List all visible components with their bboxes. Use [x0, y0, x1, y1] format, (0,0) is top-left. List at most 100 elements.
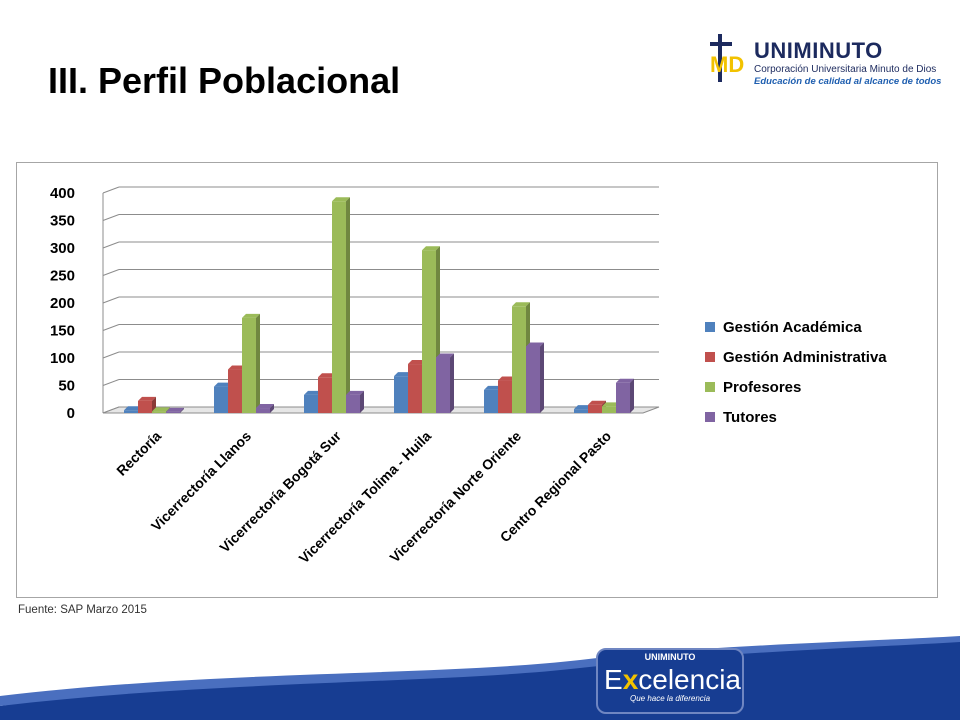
- bar: [602, 406, 616, 413]
- source-note: Fuente: SAP Marzo 2015: [18, 604, 147, 616]
- bar-top: [152, 407, 170, 412]
- y-tick-label: 250: [50, 268, 75, 285]
- bar-top: [138, 396, 156, 401]
- legend-label: Gestión Administrativa: [723, 349, 887, 366]
- bar: [498, 380, 512, 413]
- bar-top: [436, 353, 454, 358]
- y-tick-label: 0: [67, 405, 75, 422]
- legend-label: Gestión Académica: [723, 319, 862, 336]
- bar-top: [574, 405, 592, 410]
- bar: [332, 201, 346, 413]
- bar: [408, 364, 422, 413]
- badge-tagline: Que hace la diferencia: [629, 694, 711, 703]
- bar-side: [540, 342, 544, 413]
- uniminuto-logo: MD UNIMINUTO Corporación Universitaria M…: [708, 32, 942, 90]
- y-tick-label: 50: [58, 378, 75, 395]
- bar: [152, 411, 166, 413]
- bar-top: [124, 406, 142, 411]
- bar: [256, 408, 270, 413]
- y-tick-label: 200: [50, 295, 75, 312]
- bar: [436, 357, 450, 413]
- md-logo-mark: MD: [710, 34, 744, 82]
- bar-top: [422, 246, 440, 251]
- bar-side: [360, 390, 364, 413]
- slide-title: III. Perfil Poblacional: [48, 60, 401, 101]
- logo-brand: UNIMINUTO: [754, 38, 883, 63]
- gridline-side: [102, 186, 120, 194]
- badge-accent-x: x: [622, 664, 639, 695]
- bar-top: [304, 390, 322, 395]
- bar-side: [180, 407, 184, 413]
- md-mark-text: MD: [710, 52, 744, 77]
- bar: [138, 400, 152, 413]
- logo-subtitle: Corporación Universitaria Minuto de Dios: [754, 64, 937, 75]
- legend-swatch: [705, 322, 715, 332]
- bar-top: [394, 372, 412, 377]
- chart-frame: 0 50 100 150 200 250 300 350 400 Rectoría Vicerrec…: [16, 162, 938, 598]
- bar-top: [526, 342, 544, 347]
- bar-top: [256, 404, 274, 409]
- bar-top: [166, 407, 184, 412]
- legend-label: Tutores: [723, 409, 777, 426]
- gridline-side: [102, 269, 120, 276]
- bar: [228, 369, 242, 413]
- bar-side: [256, 313, 260, 413]
- bar-top: [214, 382, 232, 387]
- bar: [124, 410, 138, 413]
- bar-top: [242, 313, 260, 318]
- gridline-side: [102, 351, 120, 359]
- logo-tagline: Educación de calidad al alcance de todos: [754, 76, 942, 87]
- bar-side: [450, 353, 454, 413]
- excelencia-badge: UNIMINUTO Excelencia Que hace la diferen…: [596, 648, 744, 714]
- legend-swatch: [705, 382, 715, 392]
- bar: [214, 386, 228, 413]
- bar: [616, 382, 630, 413]
- bar: [512, 306, 526, 413]
- y-tick-label: 400: [50, 185, 75, 202]
- bar: [574, 409, 588, 413]
- bar: [588, 404, 602, 413]
- bar: [166, 411, 180, 413]
- bar-side: [630, 378, 634, 413]
- y-tick-label: 300: [50, 240, 75, 257]
- bar-top: [228, 365, 246, 370]
- bar: [318, 377, 332, 413]
- bar-top: [332, 197, 350, 202]
- gridline-side: [102, 379, 120, 386]
- badge-top-text: UNIMINUTO: [644, 652, 696, 662]
- bar: [304, 394, 318, 413]
- gridline-side: [102, 296, 120, 304]
- legend-label: Profesores: [723, 379, 801, 396]
- bar: [346, 394, 360, 413]
- bar-top: [498, 376, 516, 381]
- bar-side: [346, 197, 350, 413]
- bar: [526, 346, 540, 413]
- population-chart: 0 50 100 150 200 250 300 350 400 RectoríaVicerrec…: [50, 185, 887, 566]
- bar-top: [346, 390, 364, 395]
- gridline-side: [102, 324, 120, 331]
- bar: [394, 376, 408, 413]
- y-tick-label: 150: [50, 323, 75, 340]
- bar: [242, 317, 256, 413]
- bar-top: [408, 360, 426, 365]
- y-tick-label: 350: [50, 213, 75, 230]
- bar-top: [484, 385, 502, 390]
- bar-top: [588, 400, 606, 405]
- x-category-label: Rectoría: [113, 428, 164, 479]
- bar-top: [512, 302, 530, 307]
- footer-wave: [0, 636, 960, 720]
- legend-swatch: [705, 352, 715, 362]
- badge-wordmark: Excelencia: [604, 664, 741, 696]
- bar: [484, 389, 498, 413]
- gridline-side: [102, 241, 120, 249]
- bar-top: [318, 373, 336, 378]
- legend-swatch: [705, 412, 715, 422]
- badge-letter-e: E: [604, 664, 623, 695]
- bar: [422, 250, 436, 413]
- badge-word-rest: celencia: [638, 664, 741, 695]
- bar-top: [602, 402, 620, 407]
- gridline-side: [102, 214, 120, 221]
- bar-top: [616, 378, 634, 383]
- x-category-label: Vicerrectoría Llanos: [148, 428, 254, 534]
- y-tick-label: 100: [50, 350, 75, 367]
